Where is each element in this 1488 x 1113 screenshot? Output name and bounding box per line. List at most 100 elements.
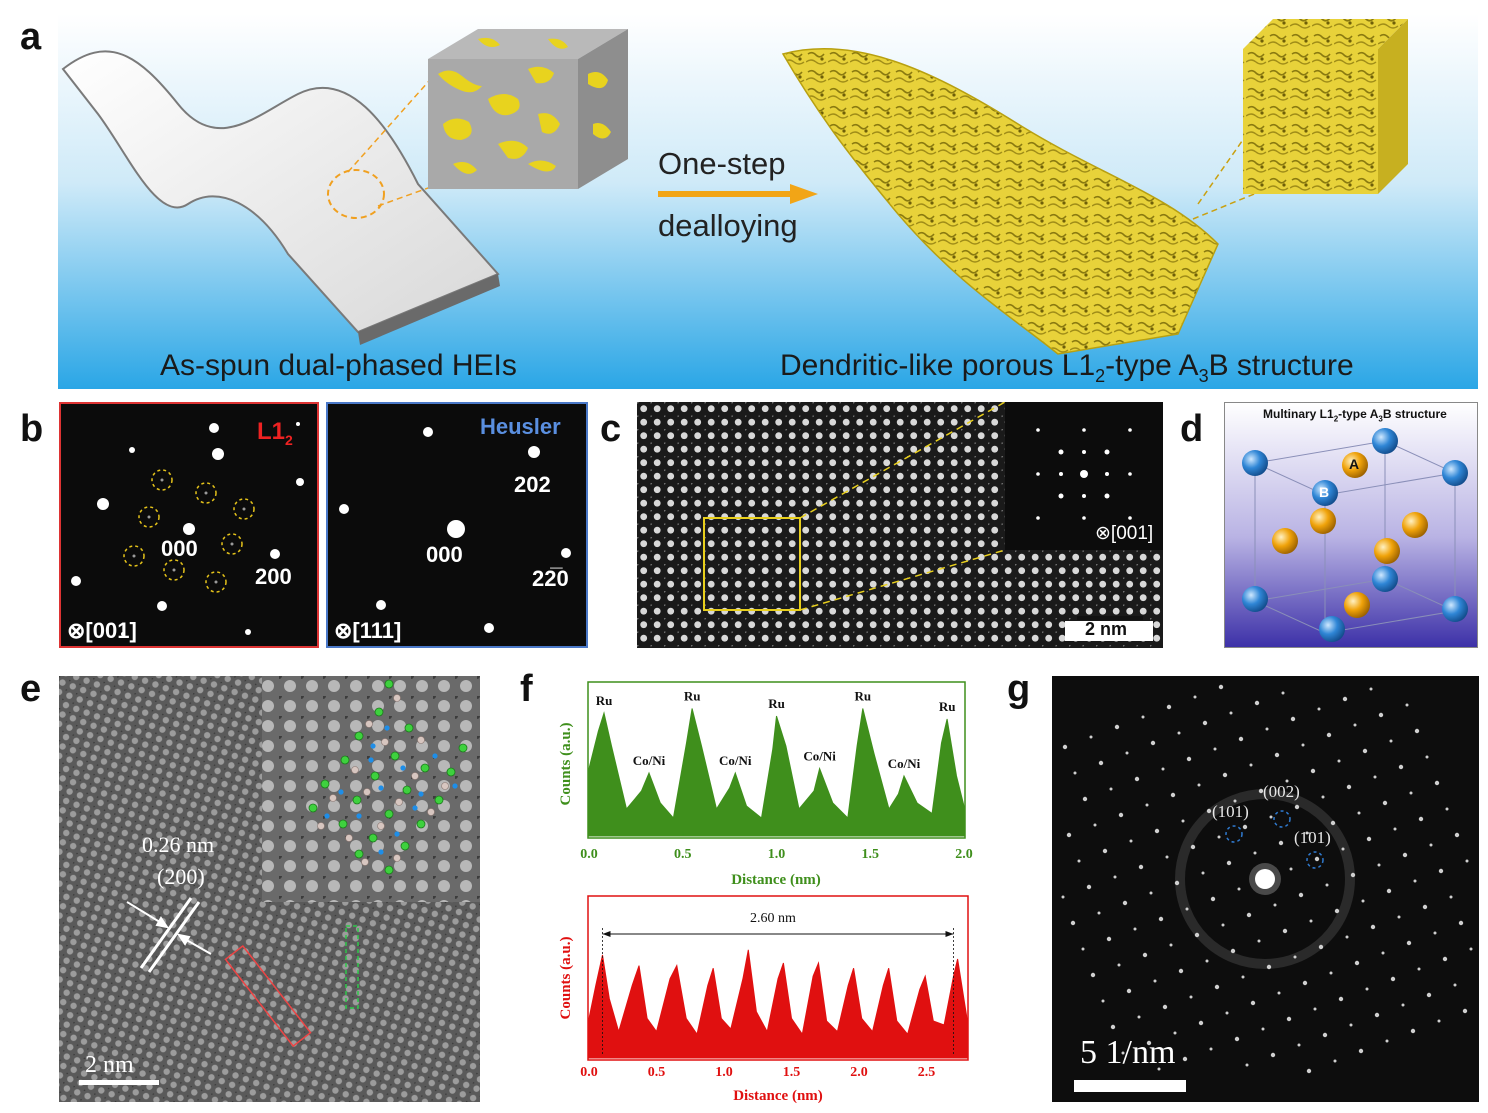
diffraction-spot xyxy=(1414,728,1420,734)
diffraction-spot xyxy=(1313,1007,1317,1011)
diffraction-spot xyxy=(1194,932,1200,938)
spot-label-m101: (1̄01) xyxy=(1294,828,1331,847)
spot-label-202: 202 xyxy=(514,472,551,497)
diffraction-spot xyxy=(1234,1036,1240,1042)
diffraction-spot xyxy=(1086,884,1092,890)
diffraction-spot xyxy=(1066,832,1072,838)
diffraction-spot xyxy=(1398,764,1404,770)
diffraction-spot xyxy=(1226,860,1232,866)
diffraction-spot xyxy=(1314,856,1320,862)
peak-label: Co/Ni xyxy=(719,753,752,768)
diffraction-spot xyxy=(1346,784,1352,790)
diffraction-spot xyxy=(1274,752,1280,758)
diffraction-spot xyxy=(1173,1031,1177,1035)
diffraction-spot xyxy=(1221,923,1225,927)
diffraction-spot xyxy=(1150,740,1156,746)
diffraction-spot xyxy=(1197,783,1201,787)
diffraction-spot xyxy=(1322,1032,1328,1038)
diffraction-spot xyxy=(1278,840,1284,846)
diffraction-spot xyxy=(1405,703,1409,707)
diffraction-spot xyxy=(1409,791,1413,795)
diffraction-spot xyxy=(1429,843,1433,847)
top-peak-labels: Ru Co/Ni Ru Co/Ni Ru Co/Ni Ru Co/Ni Ru xyxy=(596,689,956,772)
diffraction-spot xyxy=(1245,1063,1249,1067)
bottom-y-axis-label: Counts (a.u.) xyxy=(558,937,574,1020)
diffraction-spot xyxy=(1294,804,1300,810)
diffraction-spot xyxy=(1282,928,1288,934)
diffraction-spot xyxy=(1165,855,1169,859)
tick-label: 2.0 xyxy=(850,1065,868,1080)
right-caption-prefix: Dendritic-like porous L1 xyxy=(780,349,1096,382)
spot-label-000-heusler: 000 xyxy=(426,542,463,567)
diffraction-spot xyxy=(1189,995,1193,999)
zone-axis-111: ⊗[111] xyxy=(334,618,402,643)
peak-label: Ru xyxy=(684,689,701,704)
diffraction-spot xyxy=(1157,1067,1161,1071)
diffraction-spot xyxy=(1321,795,1325,799)
diffraction-spot xyxy=(1469,947,1473,951)
tick-label: 1.0 xyxy=(768,847,786,862)
panel-e-hrtem: 0.26 nm (200) 2 nm xyxy=(59,676,480,1102)
diffraction-spot xyxy=(1121,1051,1125,1055)
diffraction-spot xyxy=(1266,964,1272,970)
tick-label: 1.0 xyxy=(715,1065,733,1080)
fft-zone-axis: ⊗[001] xyxy=(1095,523,1154,544)
panel-label-f: f xyxy=(520,668,533,710)
diffraction-spot xyxy=(1253,851,1257,855)
diffraction-spot xyxy=(1381,951,1385,955)
bottom-distance-annotation: 2.60 nm xyxy=(750,911,796,926)
diffraction-spot xyxy=(1462,1008,1468,1014)
structure-title-sub2: 3 xyxy=(1378,414,1383,424)
diffraction-spot xyxy=(1185,907,1189,911)
panel-label-d: d xyxy=(1180,408,1204,450)
left-caption: As-spun dual-phased HEIs xyxy=(160,349,517,382)
diffraction-spot xyxy=(1090,972,1096,978)
top-x-axis-label: Distance (nm) xyxy=(731,872,821,888)
structure-title-sub1: 2 xyxy=(1333,414,1339,424)
diffraction-spot xyxy=(1317,707,1321,711)
diffraction-spot xyxy=(1385,1039,1389,1043)
diffraction-spot xyxy=(1206,808,1212,814)
diffraction-spot xyxy=(1265,727,1269,731)
phase-label-l12-sub: 2 xyxy=(285,431,293,448)
spot-label-220: 22̅0 xyxy=(532,566,569,591)
diffraction-spot xyxy=(1138,864,1144,870)
lattice-fringe-lines xyxy=(139,897,201,973)
diffraction-spot xyxy=(1062,744,1068,750)
diffraction-spot xyxy=(1289,867,1293,871)
structure-title-suffix: B structure xyxy=(1382,407,1447,421)
diffraction-spot xyxy=(1230,948,1236,954)
diffraction-spot xyxy=(1238,736,1244,742)
diffraction-spot xyxy=(1361,899,1365,903)
panel-a-background xyxy=(58,14,1478,389)
atom-label-b: B xyxy=(1319,484,1330,500)
diffraction-spot xyxy=(1302,980,1308,986)
diffraction-spot xyxy=(1070,920,1076,926)
diffraction-spot xyxy=(1154,828,1160,834)
phase-label-l12-text: L1 xyxy=(257,418,286,445)
panel-b-right-saed: Heusler 202 000 22̅0 ⊗[111] xyxy=(326,402,588,648)
top-profile-series xyxy=(588,708,965,837)
diffraction-spot xyxy=(1298,892,1304,898)
atom-overlay xyxy=(308,679,468,875)
panel-label-g: g xyxy=(1007,668,1031,710)
diffraction-spot xyxy=(1102,848,1108,854)
diffraction-spot xyxy=(1293,955,1297,959)
diffraction-spot xyxy=(1350,872,1356,878)
diffraction-spot xyxy=(1073,771,1077,775)
bottom-profile-series xyxy=(588,949,968,1059)
unit-cell-diagram xyxy=(1225,403,1477,647)
tick-label: 0.5 xyxy=(674,847,692,862)
top-tick-labels: 0.0 0.5 1.0 1.5 2.0 xyxy=(580,831,973,862)
saed-heusler-pattern xyxy=(339,427,571,633)
diffraction-spot xyxy=(1209,1047,1213,1051)
spot-label-000: 000 xyxy=(161,536,198,561)
peak-label: Ru xyxy=(596,693,613,708)
diffraction-spot xyxy=(1213,747,1217,751)
diffraction-spot xyxy=(1225,1011,1229,1015)
diffraction-spot xyxy=(1277,991,1281,995)
panel-b-left-saed: L12 000 200 ⊗[001] xyxy=(59,402,319,648)
tick-label: 2.0 xyxy=(955,847,973,862)
diffraction-spot xyxy=(1182,1056,1188,1062)
structure-title-mid: -type A xyxy=(1338,407,1379,421)
